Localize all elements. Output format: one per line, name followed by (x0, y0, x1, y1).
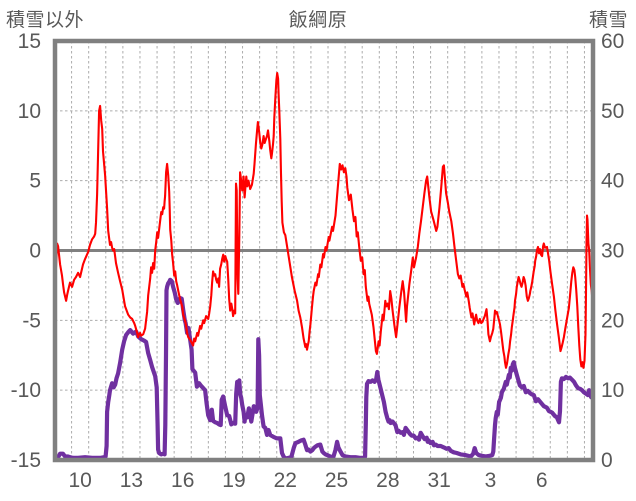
temperature-line (55, 72, 593, 369)
snow-depth-line (55, 277, 593, 460)
plot-border (52, 38, 596, 463)
x-tick-label: 19 (222, 469, 245, 492)
left-axis-title: 積雪以外 (6, 10, 85, 31)
y-tick-label-left: 5 (29, 170, 41, 193)
x-tick-label: 16 (171, 469, 194, 492)
x-tick-label: 3 (485, 469, 497, 492)
y-tick-label-right: 20 (601, 309, 624, 332)
y-tick-label-right: 60 (601, 30, 624, 53)
x-tick-label: 25 (325, 469, 348, 492)
x-tick-label: 10 (68, 469, 91, 492)
y-tick-label-right: 40 (601, 170, 624, 193)
y-tick-label-left: 10 (18, 100, 41, 123)
y-tick-label-right: 10 (601, 379, 624, 402)
y-tick-label-right: 30 (601, 240, 624, 263)
x-tick-label: 22 (274, 469, 297, 492)
y-tick-label-left: -15 (11, 449, 41, 472)
x-tick-label: 31 (427, 469, 450, 492)
x-tick-label: 13 (120, 469, 143, 492)
right-axis-title: 積雪 (588, 10, 628, 31)
y-tick-label-right: 0 (601, 449, 613, 472)
y-tick-label-left: -5 (22, 309, 41, 332)
x-tick-label: 6 (536, 469, 548, 492)
y-tick-label-left: 0 (29, 240, 41, 263)
y-tick-label-left: -10 (11, 379, 41, 402)
page-title: 飯綱原 (288, 10, 348, 31)
x-tick-label: 28 (376, 469, 399, 492)
y-tick-label-right: 50 (601, 100, 624, 123)
y-tick-label-left: 15 (18, 30, 41, 53)
